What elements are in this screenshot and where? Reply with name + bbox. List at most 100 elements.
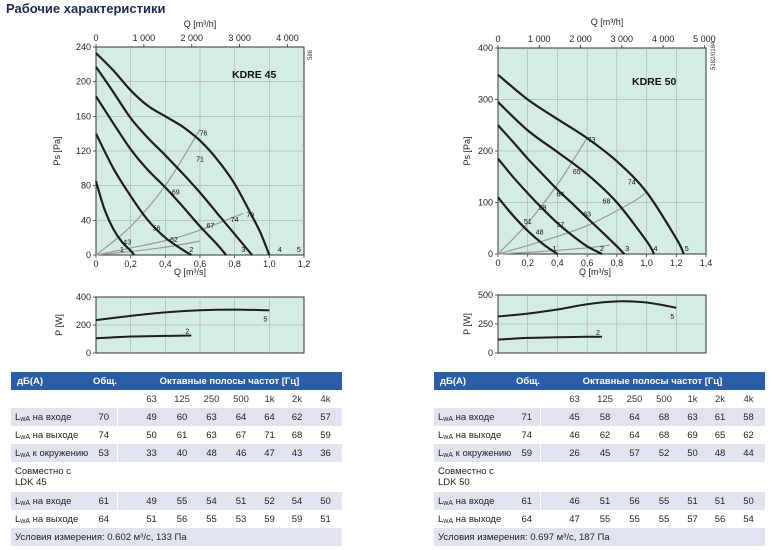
band-value: 45	[559, 408, 590, 426]
chart-title: KDRE 45	[232, 69, 277, 81]
note-line: LDK 50	[438, 477, 470, 488]
band-value: 51	[706, 492, 734, 510]
band-value: 53	[226, 510, 256, 528]
row-label: LwA на входе	[11, 408, 91, 426]
band-value: 50	[340, 426, 342, 444]
band-value: 46	[559, 492, 590, 510]
top-tick-label: 3 000	[611, 34, 634, 44]
note-line: Совместно с	[438, 466, 494, 477]
x-tick-label: 1,2	[298, 259, 311, 269]
sound-level-label: 43	[123, 240, 131, 247]
band-value: 57	[620, 444, 649, 462]
band-value: 40	[763, 444, 765, 462]
row-total: 71	[514, 408, 541, 426]
sound-table-kdre45: дБ(А) Общ. Октавные полосы частот [Гц] 63 12…	[11, 372, 342, 546]
band-value: 50	[679, 444, 706, 462]
frequency-row: 631252505001k2k4k8k	[11, 390, 342, 408]
power-curve	[497, 300, 677, 318]
fan-curve-2	[497, 157, 603, 255]
band-value: 55	[649, 492, 679, 510]
y-tick-label: 40	[81, 215, 91, 225]
curve-label: 2	[189, 245, 193, 254]
y-tick-label: 200	[76, 77, 91, 87]
band-value: 64	[620, 408, 649, 426]
table-cell	[117, 390, 136, 408]
efficiency-line	[497, 137, 588, 255]
efficiency-line	[497, 244, 610, 255]
band-value: 55	[620, 510, 649, 528]
band-value: 44	[734, 444, 763, 462]
frequency-cell: 250	[196, 390, 226, 408]
table-cell	[117, 492, 136, 510]
header-total: Общ.	[514, 372, 540, 390]
band-value: 55	[197, 510, 226, 528]
table-header-row: дБ(А) Общ. Октавные полосы частот [Гц]	[434, 372, 765, 390]
row-label: LwA на входе	[434, 408, 514, 426]
frequency-cell: 63	[558, 390, 590, 408]
curve-label: 5	[297, 245, 301, 254]
band-value: 50	[734, 492, 763, 510]
fan-curve-4	[95, 66, 253, 256]
band-value: 47	[256, 444, 283, 462]
band-value: 49	[136, 492, 167, 510]
band-value: 43	[340, 492, 342, 510]
sound-level-label: 74	[628, 179, 636, 186]
frequency-cell: 250	[619, 390, 649, 408]
band-value: 50	[136, 426, 167, 444]
frequency-cell: 8k	[339, 390, 342, 408]
note-line: LDK 45	[15, 477, 47, 488]
note-line: Совместно с	[15, 466, 71, 477]
x-tick-label: 0,8	[611, 258, 624, 268]
x-tick-label: 0,2	[124, 259, 137, 269]
row-label: LwA на выходе	[434, 510, 514, 528]
sound-level-label: 48	[536, 229, 544, 236]
sound-level-label: 71	[196, 156, 204, 163]
fan-curve-1	[497, 196, 559, 255]
band-value: 61	[167, 426, 197, 444]
sound-table-kdre50: дБ(А) Общ. Октавные полосы частот [Гц] 63 12…	[434, 372, 765, 546]
row-label: LwA на входе	[11, 492, 91, 510]
row-label: LwA на входе	[434, 492, 514, 510]
band-value: 64	[256, 408, 283, 426]
band-value: 55	[590, 510, 620, 528]
side-code: 586	[308, 49, 314, 60]
y-tick-label: 200	[478, 146, 493, 156]
condition-text: Условия измерения: 0.602 м³/с, 133 Па	[11, 528, 342, 546]
header-db: дБ(А)	[434, 372, 514, 390]
band-value: 46	[226, 444, 256, 462]
band-value: 57	[311, 408, 340, 426]
frequency-cell: 1k	[255, 390, 283, 408]
curve-label: 4	[653, 244, 657, 253]
band-value: 71	[256, 426, 283, 444]
band-value: 56	[167, 510, 197, 528]
band-value: 36	[311, 444, 340, 462]
table-cell	[514, 390, 540, 408]
power-y-tick-label: 500	[478, 290, 493, 300]
sound-level-label: 56	[153, 226, 161, 233]
x-tick-label: 0,2	[521, 258, 534, 268]
top-tick-label: 5 000	[693, 34, 716, 44]
condition-row: Условия измерения: 0.602 м³/с, 133 Па	[11, 528, 342, 546]
frequency-cell: 1k	[678, 390, 706, 408]
top-tick-label: 3 000	[228, 33, 251, 43]
band-value: 58	[590, 408, 620, 426]
band-value: 54	[734, 510, 763, 528]
x-tick-label: 0,6	[581, 258, 594, 268]
table-header-row: дБ(А) Общ. Октавные полосы частот [Гц]	[11, 372, 342, 390]
power-y-tick-label: 0	[488, 348, 493, 358]
power-y-tick-label: 250	[478, 319, 493, 329]
curve-label: 2	[600, 244, 604, 253]
row-total: 64	[91, 510, 118, 528]
top-tick-label: 4 000	[652, 34, 675, 44]
x-tick-label: 0	[93, 259, 98, 269]
sound-level-label: 68	[603, 199, 611, 206]
row-label: LwA на выходе	[434, 426, 514, 444]
side-code: 5182/0184	[711, 41, 717, 70]
page-title: Рабочие характеристики	[6, 1, 166, 16]
band-value: 61	[706, 408, 734, 426]
fan-curve-2	[95, 133, 192, 256]
band-value: 63	[197, 426, 226, 444]
fan-curve-3	[497, 124, 626, 255]
frequency-cell: 63	[135, 390, 167, 408]
